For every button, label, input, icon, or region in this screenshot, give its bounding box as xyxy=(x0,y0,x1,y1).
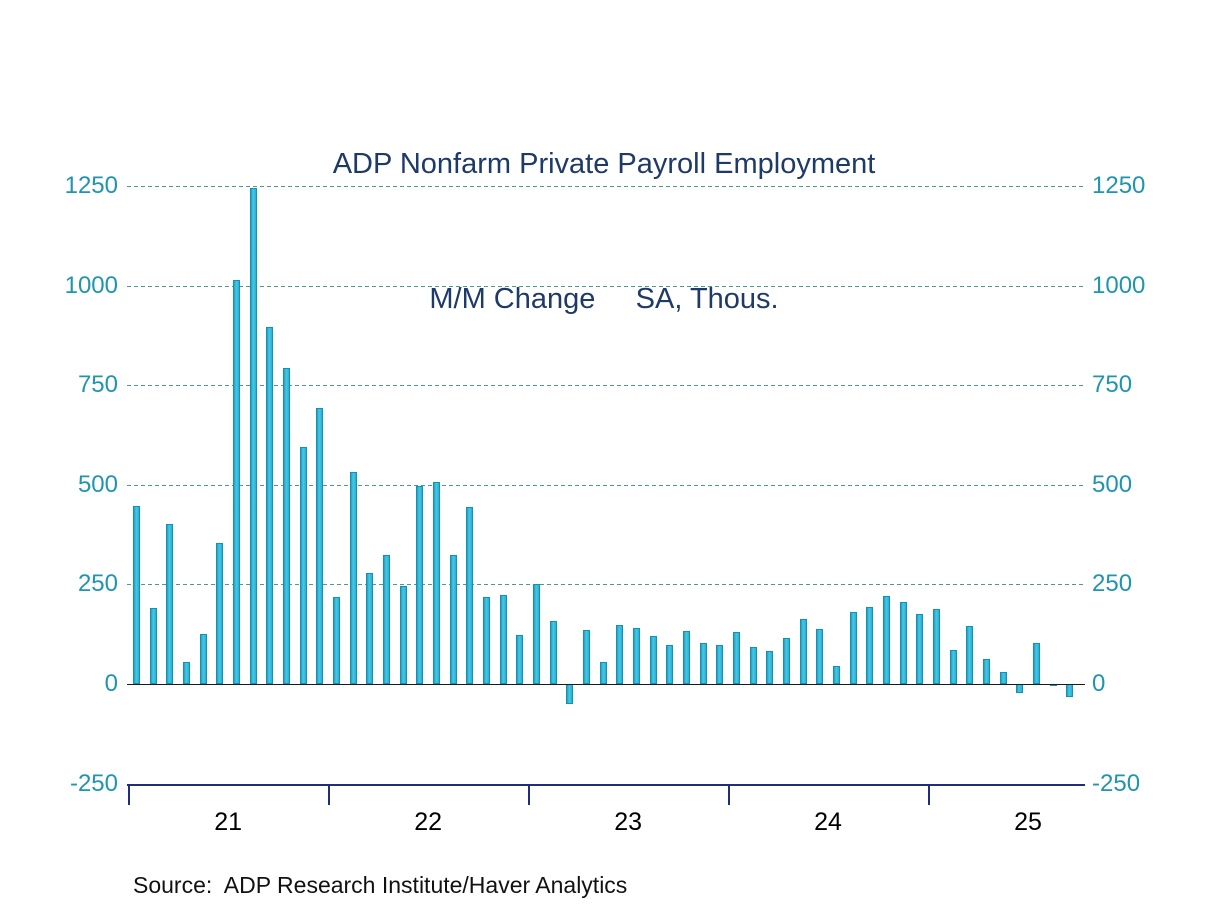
y-axis-tick-label-right: 250 xyxy=(1092,570,1133,598)
x-axis-year-label: 21 xyxy=(214,807,243,836)
bar xyxy=(882,595,890,684)
bar xyxy=(866,606,874,684)
gridline[interactable] xyxy=(127,584,1085,586)
bar xyxy=(1016,684,1024,693)
bar xyxy=(316,407,324,684)
bar xyxy=(832,665,840,684)
y-axis-tick-label-right: 750 xyxy=(1092,371,1133,399)
bar xyxy=(616,625,624,684)
bar xyxy=(299,446,307,684)
bar xyxy=(432,482,440,684)
bar xyxy=(699,642,707,684)
bar xyxy=(599,662,607,684)
bar xyxy=(1032,642,1040,684)
bar xyxy=(966,625,974,684)
bar xyxy=(582,630,590,684)
y-axis-tick-label-left: 1000 xyxy=(64,271,118,299)
y-axis-tick-label-right: 0 xyxy=(1092,670,1106,697)
bar xyxy=(749,646,757,684)
gridline[interactable] xyxy=(127,484,1085,486)
bar xyxy=(999,672,1007,684)
gridline[interactable] xyxy=(127,385,1085,387)
y-axis-tick-label-left: 750 xyxy=(77,371,118,399)
bar xyxy=(1066,684,1074,697)
chart-title: ADP Nonfarm Private Payroll Employment M… xyxy=(0,52,1208,367)
bar xyxy=(932,609,940,684)
bar xyxy=(349,472,357,684)
bar xyxy=(949,649,957,684)
y-axis-tick-label-left: 1250 xyxy=(64,172,118,199)
bar xyxy=(782,638,790,684)
bar xyxy=(816,629,824,684)
x-axis-year-label: 24 xyxy=(814,807,842,836)
bar xyxy=(466,507,474,684)
chart-title-line1: ADP Nonfarm Private Payroll Employment xyxy=(332,148,876,180)
y-axis-tick-label-right: 1250 xyxy=(1092,172,1146,199)
bar xyxy=(416,486,424,684)
x-axis-tick xyxy=(728,784,731,805)
bar xyxy=(549,621,557,684)
bar xyxy=(199,634,207,684)
source-note: Source: ADP Research Institute/Haver Ana… xyxy=(133,872,628,898)
bar xyxy=(149,608,157,684)
bar xyxy=(566,684,574,704)
y-axis-tick-label-left: 0 xyxy=(104,670,118,697)
y-axis-tick-label-right: 500 xyxy=(1092,470,1133,498)
bar xyxy=(216,543,224,684)
x-axis-tick xyxy=(528,784,531,805)
x-axis-year-label: 23 xyxy=(614,807,642,836)
x-axis-tick xyxy=(128,784,131,805)
bar xyxy=(516,635,524,684)
chart-title-line2: M/M Change SA, Thous. xyxy=(429,283,779,315)
bar xyxy=(332,597,340,684)
x-axis-tick xyxy=(328,784,331,805)
bar xyxy=(716,644,724,684)
bar xyxy=(916,613,924,684)
x-axis-year-label: 25 xyxy=(1014,807,1042,836)
bar xyxy=(982,659,990,684)
bar xyxy=(266,327,274,684)
gridline[interactable] xyxy=(127,186,1085,187)
bar xyxy=(666,644,674,684)
bar xyxy=(682,630,690,684)
bar xyxy=(366,573,374,684)
bar xyxy=(532,584,540,684)
y-axis-tick-label-right: -250 xyxy=(1092,769,1141,797)
bar xyxy=(632,628,640,684)
bar xyxy=(399,586,407,684)
bar xyxy=(766,650,774,684)
y-axis-tick-label-left: 500 xyxy=(77,470,118,498)
bar xyxy=(499,594,507,684)
bar xyxy=(449,554,457,684)
zero-axis-line xyxy=(127,684,1085,685)
bar xyxy=(282,368,290,684)
bar xyxy=(732,631,740,684)
x-axis-year-label: 22 xyxy=(414,807,443,836)
bar xyxy=(133,505,140,684)
bar xyxy=(799,618,807,684)
y-axis-tick-label-right: 1000 xyxy=(1092,271,1146,299)
y-axis-tick-label-left: -250 xyxy=(69,769,118,797)
bar xyxy=(849,612,857,684)
bar xyxy=(649,636,657,684)
gridline[interactable] xyxy=(127,285,1085,287)
bar xyxy=(382,555,390,684)
bar xyxy=(182,662,190,684)
bar xyxy=(899,602,907,684)
x-axis-tick xyxy=(928,784,931,805)
bar xyxy=(482,597,490,684)
bar xyxy=(249,187,257,684)
bar xyxy=(166,523,174,684)
x-axis-line xyxy=(127,783,1085,786)
bar xyxy=(232,279,240,684)
y-axis-tick-label-left: 250 xyxy=(77,570,118,598)
